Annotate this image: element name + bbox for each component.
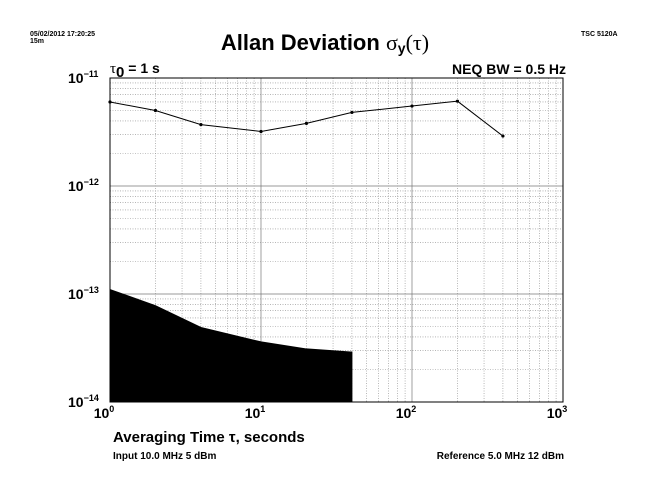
plot-frame <box>109 77 564 403</box>
y-tick-label: 10−11 <box>68 69 98 86</box>
instrument-model: TSC 5120A <box>581 31 618 38</box>
y-tick-base: 10 <box>68 178 84 194</box>
title-sigma: σ <box>385 30 398 55</box>
adev-point <box>501 134 505 138</box>
y-tick-exponent: −11 <box>84 69 99 79</box>
x-tick-base: 10 <box>245 405 261 421</box>
duration: 15m <box>30 38 45 45</box>
x-tick-base: 10 <box>396 405 412 421</box>
x-tick-label: 102 <box>396 404 417 421</box>
adev-point <box>259 129 263 134</box>
x-tick-exponent: 3 <box>562 404 567 414</box>
x-tick-base: 10 <box>547 405 563 421</box>
y-tick-exponent: −14 <box>84 393 99 403</box>
title-main: Allan Deviation <box>220 30 386 55</box>
y-tick-label: 10−13 <box>68 285 99 302</box>
y-tick-base: 10 <box>68 70 84 86</box>
noise-floor-area <box>109 288 353 403</box>
x-tick-exponent: 2 <box>411 404 416 414</box>
chart-title: Allan Deviation σy(τ) <box>0 30 650 56</box>
y-tick-label: 10−12 <box>68 177 99 194</box>
input-info: Input 10.0 MHz 5 dBm <box>113 451 217 462</box>
title-subscript: y <box>397 40 406 56</box>
y-tick-label: 10−14 <box>68 393 99 410</box>
y-tick-base: 10 <box>68 286 84 302</box>
adev-point <box>350 110 354 115</box>
x-axis-ticks: 100 101 102 103 <box>94 404 568 421</box>
x-tick-exponent: 0 <box>109 404 114 414</box>
timestamp: 05/02/2012 17:20:25 <box>30 31 95 38</box>
y-tick-exponent: −13 <box>84 285 99 295</box>
plot-area <box>108 99 505 403</box>
adev-point <box>304 121 309 125</box>
x-axis-label: Averaging Time τ, seconds <box>113 429 305 446</box>
x-tick-label: 100 <box>94 404 115 421</box>
adev-point <box>199 123 203 127</box>
x-tick-base: 10 <box>94 405 110 421</box>
adev-point <box>153 108 158 113</box>
tau0-symbol: τ <box>110 61 117 77</box>
tau0-value: = 1 s <box>124 60 160 76</box>
reference-info: Reference 5.0 MHz 12 dBm <box>436 451 564 462</box>
title-argument: (τ) <box>405 30 430 55</box>
tau0-label: τ0 = 1 s <box>110 60 160 81</box>
adev-point <box>455 99 460 103</box>
bandwidth-label: NEQ BW = 0.5 Hz <box>452 61 566 77</box>
x-tick-label: 101 <box>245 404 266 421</box>
tau0-subscript: 0 <box>116 63 125 81</box>
x-tick-exponent: 1 <box>260 404 265 414</box>
y-tick-base: 10 <box>68 394 84 410</box>
x-tick-label: 103 <box>547 404 568 421</box>
y-tick-exponent: −12 <box>84 177 99 187</box>
adev-point <box>410 104 414 108</box>
